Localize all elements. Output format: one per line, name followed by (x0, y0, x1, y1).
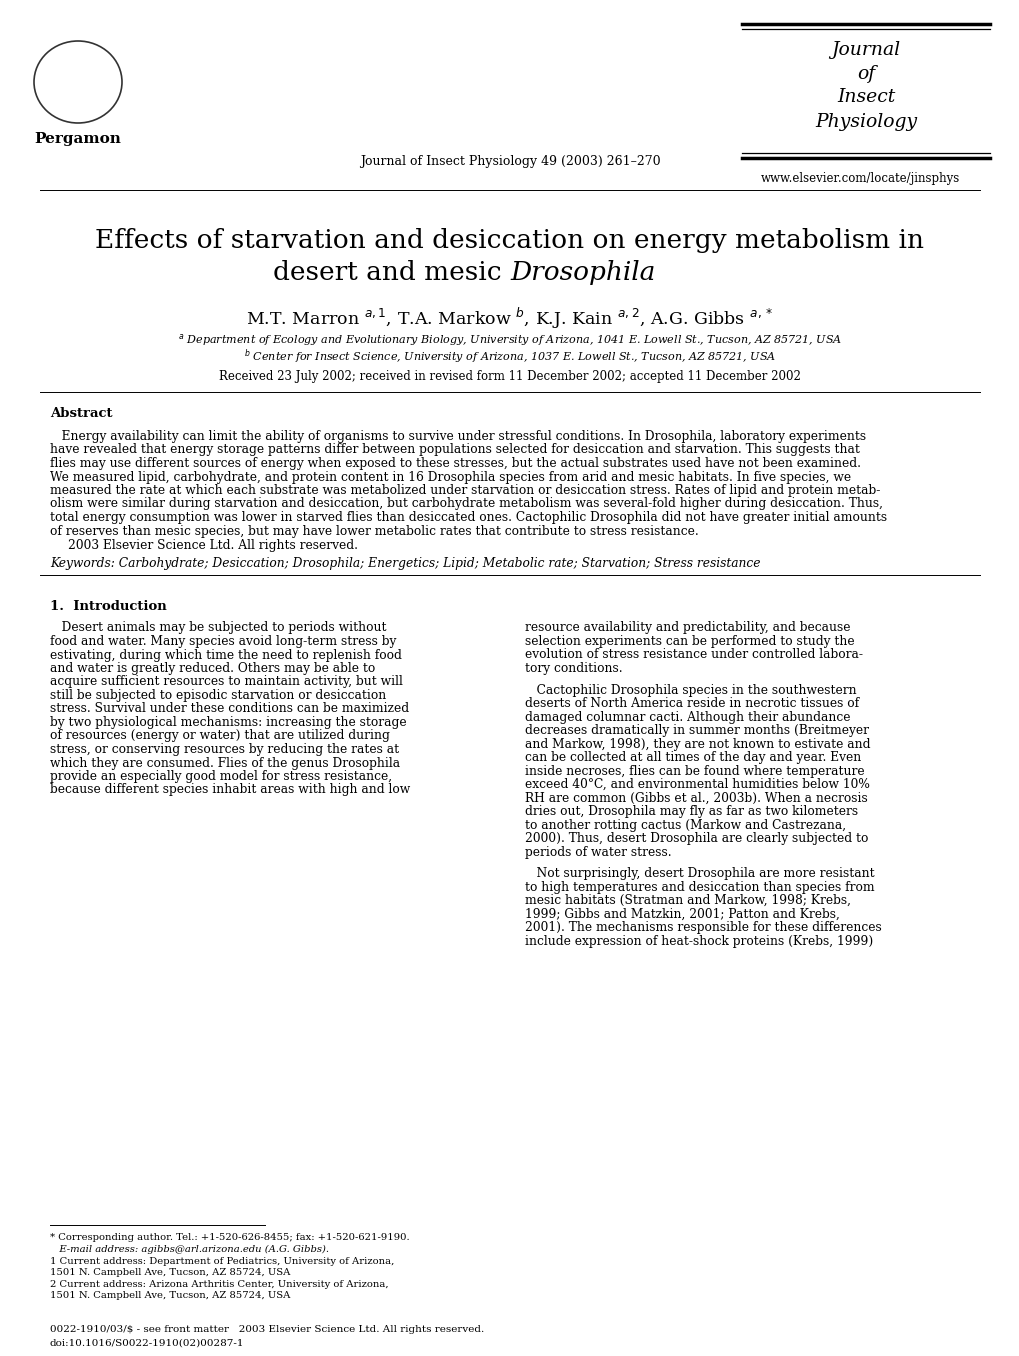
Text: doi:10.1016/S0022-1910(02)00287-1: doi:10.1016/S0022-1910(02)00287-1 (50, 1338, 245, 1348)
Text: can be collected at all times of the day and year. Even: can be collected at all times of the day… (525, 751, 860, 763)
Text: $^{a}$ Department of Ecology and Evolutionary Biology, University of Arizona, 10: $^{a}$ Department of Ecology and Evoluti… (177, 332, 842, 348)
Text: 1.  Introduction: 1. Introduction (50, 599, 166, 613)
Text: resource availability and predictability, and because: resource availability and predictability… (525, 621, 850, 635)
Text: Physiology: Physiology (814, 113, 916, 132)
Text: 1501 N. Campbell Ave, Tucson, AZ 85724, USA: 1501 N. Campbell Ave, Tucson, AZ 85724, … (50, 1291, 290, 1300)
Text: Insect: Insect (836, 88, 895, 106)
Text: desert and mesic: desert and mesic (273, 260, 510, 285)
Text: deserts of North America reside in necrotic tissues of: deserts of North America reside in necro… (525, 697, 858, 711)
Text: Keywords: Carbohydrate; Desiccation; Drosophila; Energetics; Lipid; Metabolic ra: Keywords: Carbohydrate; Desiccation; Dro… (50, 557, 760, 571)
Text: to another rotting cactus (Markow and Castrezana,: to another rotting cactus (Markow and Ca… (525, 819, 846, 831)
Text: tory conditions.: tory conditions. (525, 662, 622, 675)
Text: Drosophila: Drosophila (510, 260, 655, 285)
Text: Desert animals may be subjected to periods without: Desert animals may be subjected to perio… (50, 621, 386, 635)
Text: Effects of starvation and desiccation on energy metabolism in: Effects of starvation and desiccation on… (96, 228, 923, 254)
Text: 1 Current address: Department of Pediatrics, University of Arizona,: 1 Current address: Department of Pediatr… (50, 1257, 394, 1267)
Text: to high temperatures and desiccation than species from: to high temperatures and desiccation tha… (525, 880, 873, 894)
Text: of: of (856, 65, 874, 83)
Text: of reserves than mesic species, but may have lower metabolic rates that contribu: of reserves than mesic species, but may … (50, 525, 698, 537)
Text: damaged columnar cacti. Although their abundance: damaged columnar cacti. Although their a… (525, 711, 850, 724)
Text: Cactophilic Drosophila species in the southwestern: Cactophilic Drosophila species in the so… (525, 683, 856, 697)
Text: evolution of stress resistance under controlled labora-: evolution of stress resistance under con… (525, 648, 862, 662)
Text: and Markow, 1998), they are not known to estivate and: and Markow, 1998), they are not known to… (525, 738, 869, 751)
Text: 2000). Thus, desert Drosophila are clearly subjected to: 2000). Thus, desert Drosophila are clear… (525, 833, 867, 845)
Text: Pergamon: Pergamon (35, 132, 121, 146)
Text: still be subjected to episodic starvation or desiccation: still be subjected to episodic starvatio… (50, 689, 386, 702)
Text: mesic habitats (Stratman and Markow, 1998; Krebs,: mesic habitats (Stratman and Markow, 199… (525, 894, 850, 907)
Text: dries out, Drosophila may fly as far as two kilometers: dries out, Drosophila may fly as far as … (525, 805, 857, 818)
Text: selection experiments can be performed to study the: selection experiments can be performed t… (525, 635, 854, 648)
Text: Energy availability can limit the ability of organisms to survive under stressfu: Energy availability can limit the abilit… (50, 430, 865, 443)
Text: provide an especially good model for stress resistance,: provide an especially good model for str… (50, 770, 391, 782)
Text: which they are consumed. Flies of the genus Drosophila: which they are consumed. Flies of the ge… (50, 757, 399, 769)
Text: stress, or conserving resources by reducing the rates at: stress, or conserving resources by reduc… (50, 743, 398, 757)
Text: 1501 N. Campbell Ave, Tucson, AZ 85724, USA: 1501 N. Campbell Ave, Tucson, AZ 85724, … (50, 1268, 290, 1277)
Text: measured the rate at which each substrate was metabolized under starvation or de: measured the rate at which each substrat… (50, 484, 879, 498)
Text: 2 Current address: Arizona Arthritis Center, University of Arizona,: 2 Current address: Arizona Arthritis Cen… (50, 1280, 388, 1290)
Text: We measured lipid, carbohydrate, and protein content in 16 Drosophila species fr: We measured lipid, carbohydrate, and pro… (50, 471, 850, 484)
Text: Journal: Journal (830, 41, 900, 60)
Text: inside necroses, flies can be found where temperature: inside necroses, flies can be found wher… (525, 765, 864, 777)
Text: have revealed that energy storage patterns differ between populations selected f: have revealed that energy storage patter… (50, 443, 859, 457)
Text: Abstract: Abstract (50, 407, 112, 420)
Text: food and water. Many species avoid long-term stress by: food and water. Many species avoid long-… (50, 635, 396, 648)
Text: 1999; Gibbs and Matzkin, 2001; Patton and Krebs,: 1999; Gibbs and Matzkin, 2001; Patton an… (525, 907, 839, 921)
Text: Not surprisingly, desert Drosophila are more resistant: Not surprisingly, desert Drosophila are … (525, 868, 873, 880)
Text: of resources (energy or water) that are utilized during: of resources (energy or water) that are … (50, 730, 389, 743)
Text: decreases dramatically in summer months (Breitmeyer: decreases dramatically in summer months … (525, 724, 868, 738)
Text: include expression of heat-shock proteins (Krebs, 1999): include expression of heat-shock protein… (525, 934, 872, 948)
Text: E-mail address: agibbs@arl.arizona.edu (A.G. Gibbs).: E-mail address: agibbs@arl.arizona.edu (… (50, 1245, 329, 1254)
Text: acquire sufficient resources to maintain activity, but will: acquire sufficient resources to maintain… (50, 675, 403, 689)
Text: stress. Survival under these conditions can be maximized: stress. Survival under these conditions … (50, 702, 409, 716)
Text: olism were similar during starvation and desiccation, but carbohydrate metabolis: olism were similar during starvation and… (50, 498, 882, 510)
Text: $^{b}$ Center for Insect Science, University of Arizona, 1037 E. Lowell St., Tuc: $^{b}$ Center for Insect Science, Univer… (244, 347, 775, 366)
Text: total energy consumption was lower in starved flies than desiccated ones. Cactop: total energy consumption was lower in st… (50, 511, 887, 523)
Text: 0022-1910/03/$ - see front matter   2003 Elsevier Science Ltd. All rights reserv: 0022-1910/03/$ - see front matter 2003 E… (50, 1325, 484, 1334)
Text: estivating, during which time the need to replenish food: estivating, during which time the need t… (50, 648, 401, 662)
Text: Received 23 July 2002; received in revised form 11 December 2002; accepted 11 De: Received 23 July 2002; received in revis… (219, 370, 800, 382)
Text: Journal of Insect Physiology 49 (2003) 261–270: Journal of Insect Physiology 49 (2003) 2… (360, 155, 659, 168)
Text: RH are common (Gibbs et al., 2003b). When a necrosis: RH are common (Gibbs et al., 2003b). Whe… (525, 792, 867, 804)
Ellipse shape (34, 41, 122, 123)
Text: exceed 40°C, and environmental humidities below 10%: exceed 40°C, and environmental humiditie… (525, 778, 869, 791)
Text: flies may use different sources of energy when exposed to these stresses, but th: flies may use different sources of energ… (50, 457, 860, 471)
Text: * Corresponding author. Tel.: +1-520-626-8455; fax: +1-520-621-9190.: * Corresponding author. Tel.: +1-520-626… (50, 1233, 410, 1242)
Text: periods of water stress.: periods of water stress. (525, 846, 671, 858)
Text: www.elsevier.com/locate/jinsphys: www.elsevier.com/locate/jinsphys (759, 172, 959, 184)
Text: by two physiological mechanisms: increasing the storage: by two physiological mechanisms: increas… (50, 716, 407, 730)
Text: because different species inhabit areas with high and low: because different species inhabit areas … (50, 784, 410, 796)
Text: and water is greatly reduced. Others may be able to: and water is greatly reduced. Others may… (50, 662, 375, 675)
Text: M.T. Marron $^{a,1}$, T.A. Markow $^{b}$, K.J. Kain $^{a,2}$, A.G. Gibbs $^{a,*}: M.T. Marron $^{a,1}$, T.A. Markow $^{b}$… (246, 306, 773, 331)
Text: 2001). The mechanisms responsible for these differences: 2001). The mechanisms responsible for th… (525, 921, 880, 934)
Text: 2003 Elsevier Science Ltd. All rights reserved.: 2003 Elsevier Science Ltd. All rights re… (68, 538, 358, 552)
